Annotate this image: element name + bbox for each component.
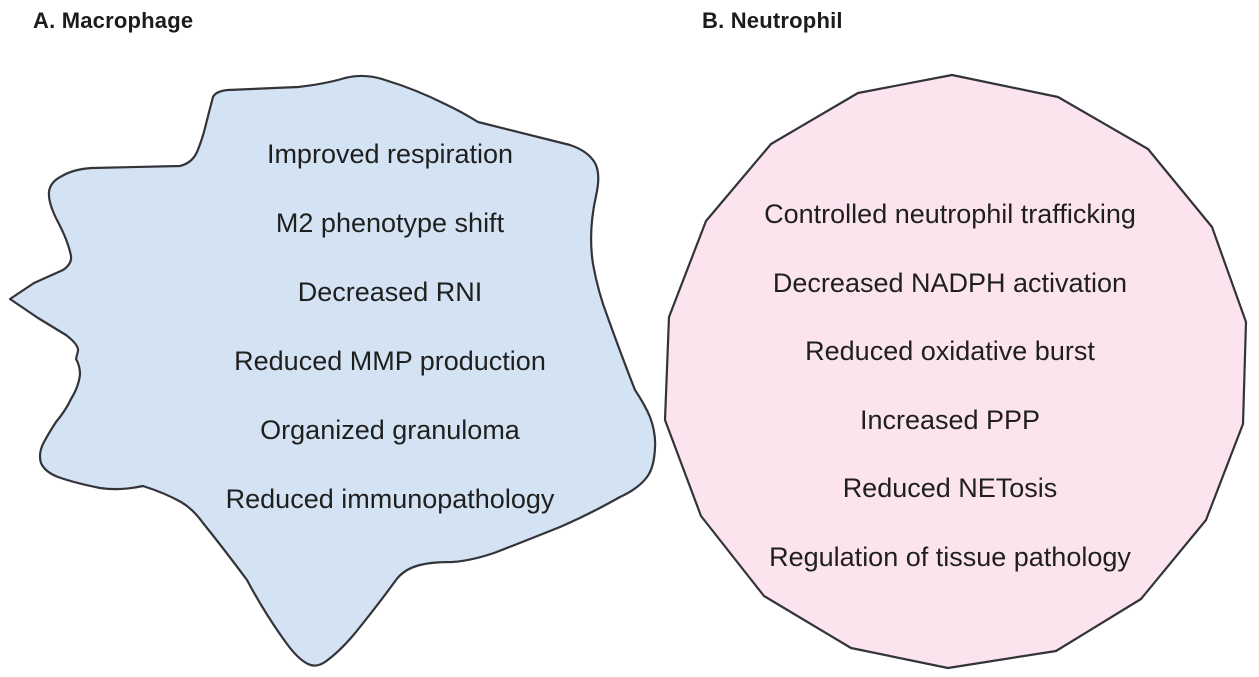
neutrophil-item-list: Controlled neutrophil trafficking Decrea… [700,180,1200,591]
macrophage-cell-shape [8,74,657,667]
macrophage-item: M2 phenotype shift [275,208,505,238]
macrophage-item: Improved respiration [266,139,514,169]
macrophage-item: Reduced MMP production [234,346,546,376]
macrophage-item-list: Improved respiration M2 phenotype shift … [140,120,640,534]
neutrophil-item: Reduced NETosis [842,473,1058,503]
neutrophil-item: Increased PPP [859,404,1041,435]
macrophage-item: Reduced immunopathology [225,484,555,514]
panel-a-title: A. Macrophage [33,8,194,33]
neutrophil-cell-shape [663,73,1248,670]
neutrophil-item: Regulation of tissue pathology [769,541,1131,572]
neutrophil-item: Decreased NADPH activation [772,267,1128,298]
neutrophil-item: Controlled neutrophil trafficking [764,199,1136,229]
neutrophil-item: Reduced oxidative burst [805,336,1095,366]
macrophage-item: Decreased RNI [297,277,483,307]
panel-b-title: B. Neutrophil [702,8,843,33]
macrophage-item: Organized granuloma [260,415,520,445]
